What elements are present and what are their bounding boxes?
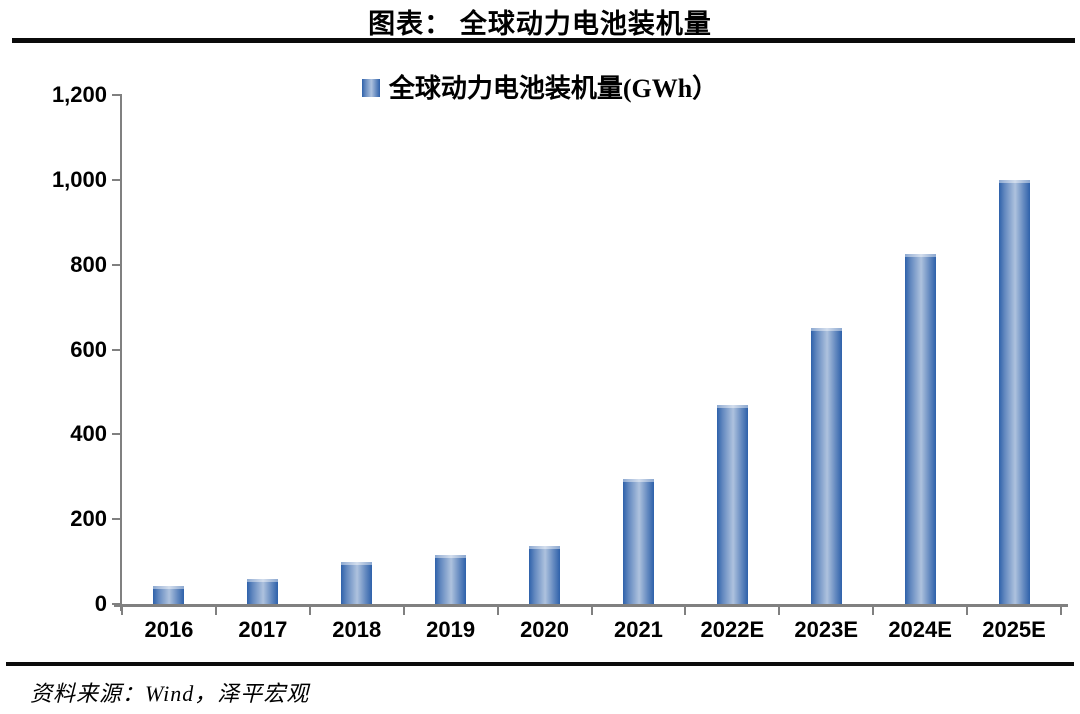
- x-tick-label-2018: 2018: [332, 617, 382, 642]
- legend-label: 全球动力电池装机量(GWh）: [388, 74, 719, 103]
- chart-title: 图表： 全球动力电池装机量: [368, 9, 712, 39]
- bar-2020: [529, 545, 561, 604]
- y-tick-label-200: 200: [70, 506, 107, 532]
- y-axis-tick: [112, 348, 122, 351]
- x-axis-tick: [214, 604, 217, 615]
- bar-2017: [247, 578, 279, 604]
- source-note: 资料来源：Wind，泽平宏观: [30, 681, 310, 706]
- legend-marker-icon: [361, 78, 380, 97]
- x-axis-tick: [966, 604, 969, 615]
- x-tick-label-2025E: 2025E: [982, 617, 1046, 642]
- plot-area: [122, 95, 1061, 604]
- title-divider-rule: [12, 38, 1075, 43]
- x-axis-tick: [590, 604, 593, 615]
- y-axis-tick: [112, 603, 122, 605]
- x-tick-label-2017: 2017: [238, 617, 288, 642]
- x-axis-tick: [778, 604, 781, 615]
- x-axis-tick: [496, 604, 499, 615]
- x-tick-label-2023E: 2023E: [794, 617, 859, 642]
- y-axis-tick: [112, 178, 122, 181]
- x-tick-label-2024E: 2024E: [888, 617, 952, 642]
- x-axis-tick: [402, 604, 405, 615]
- bar-2023E: [810, 328, 842, 604]
- y-axis-tick: [112, 433, 122, 436]
- y-tick-label-600: 600: [70, 336, 107, 362]
- y-tick-label-1000: 1,000: [51, 166, 107, 192]
- x-tick-label-2019: 2019: [426, 617, 476, 642]
- y-tick-label-400: 400: [70, 421, 107, 447]
- legend: 全球动力电池装机量(GWh）: [0, 68, 1080, 105]
- y-tick-label-0: 0: [94, 591, 107, 616]
- y-axis-line: [120, 95, 122, 611]
- x-tick-label-2022E: 2022E: [700, 617, 765, 642]
- bar-2019: [435, 555, 467, 604]
- bar-2018: [341, 562, 373, 604]
- x-tick-label-2021: 2021: [613, 617, 663, 642]
- bar-2025E: [998, 179, 1030, 604]
- y-axis-tick: [112, 94, 122, 96]
- bar-2022E: [716, 404, 748, 604]
- bar-2016: [153, 585, 185, 604]
- bar-2024E: [904, 254, 936, 604]
- y-axis-tick: [112, 263, 122, 266]
- y-tick-label-800: 800: [70, 251, 107, 277]
- y-axis-tick: [112, 518, 122, 521]
- x-axis-tick: [684, 604, 687, 615]
- x-axis-tick: [121, 604, 123, 615]
- x-tick-label-2020: 2020: [520, 617, 570, 642]
- bar-2021: [622, 478, 654, 604]
- x-axis-tick: [872, 604, 875, 615]
- x-tick-label-2016: 2016: [144, 617, 194, 642]
- x-axis-tick: [1060, 604, 1062, 615]
- y-tick-label-1200: 1,200: [51, 82, 107, 107]
- footer-divider-rule: [6, 662, 1074, 666]
- x-axis-tick: [308, 604, 311, 615]
